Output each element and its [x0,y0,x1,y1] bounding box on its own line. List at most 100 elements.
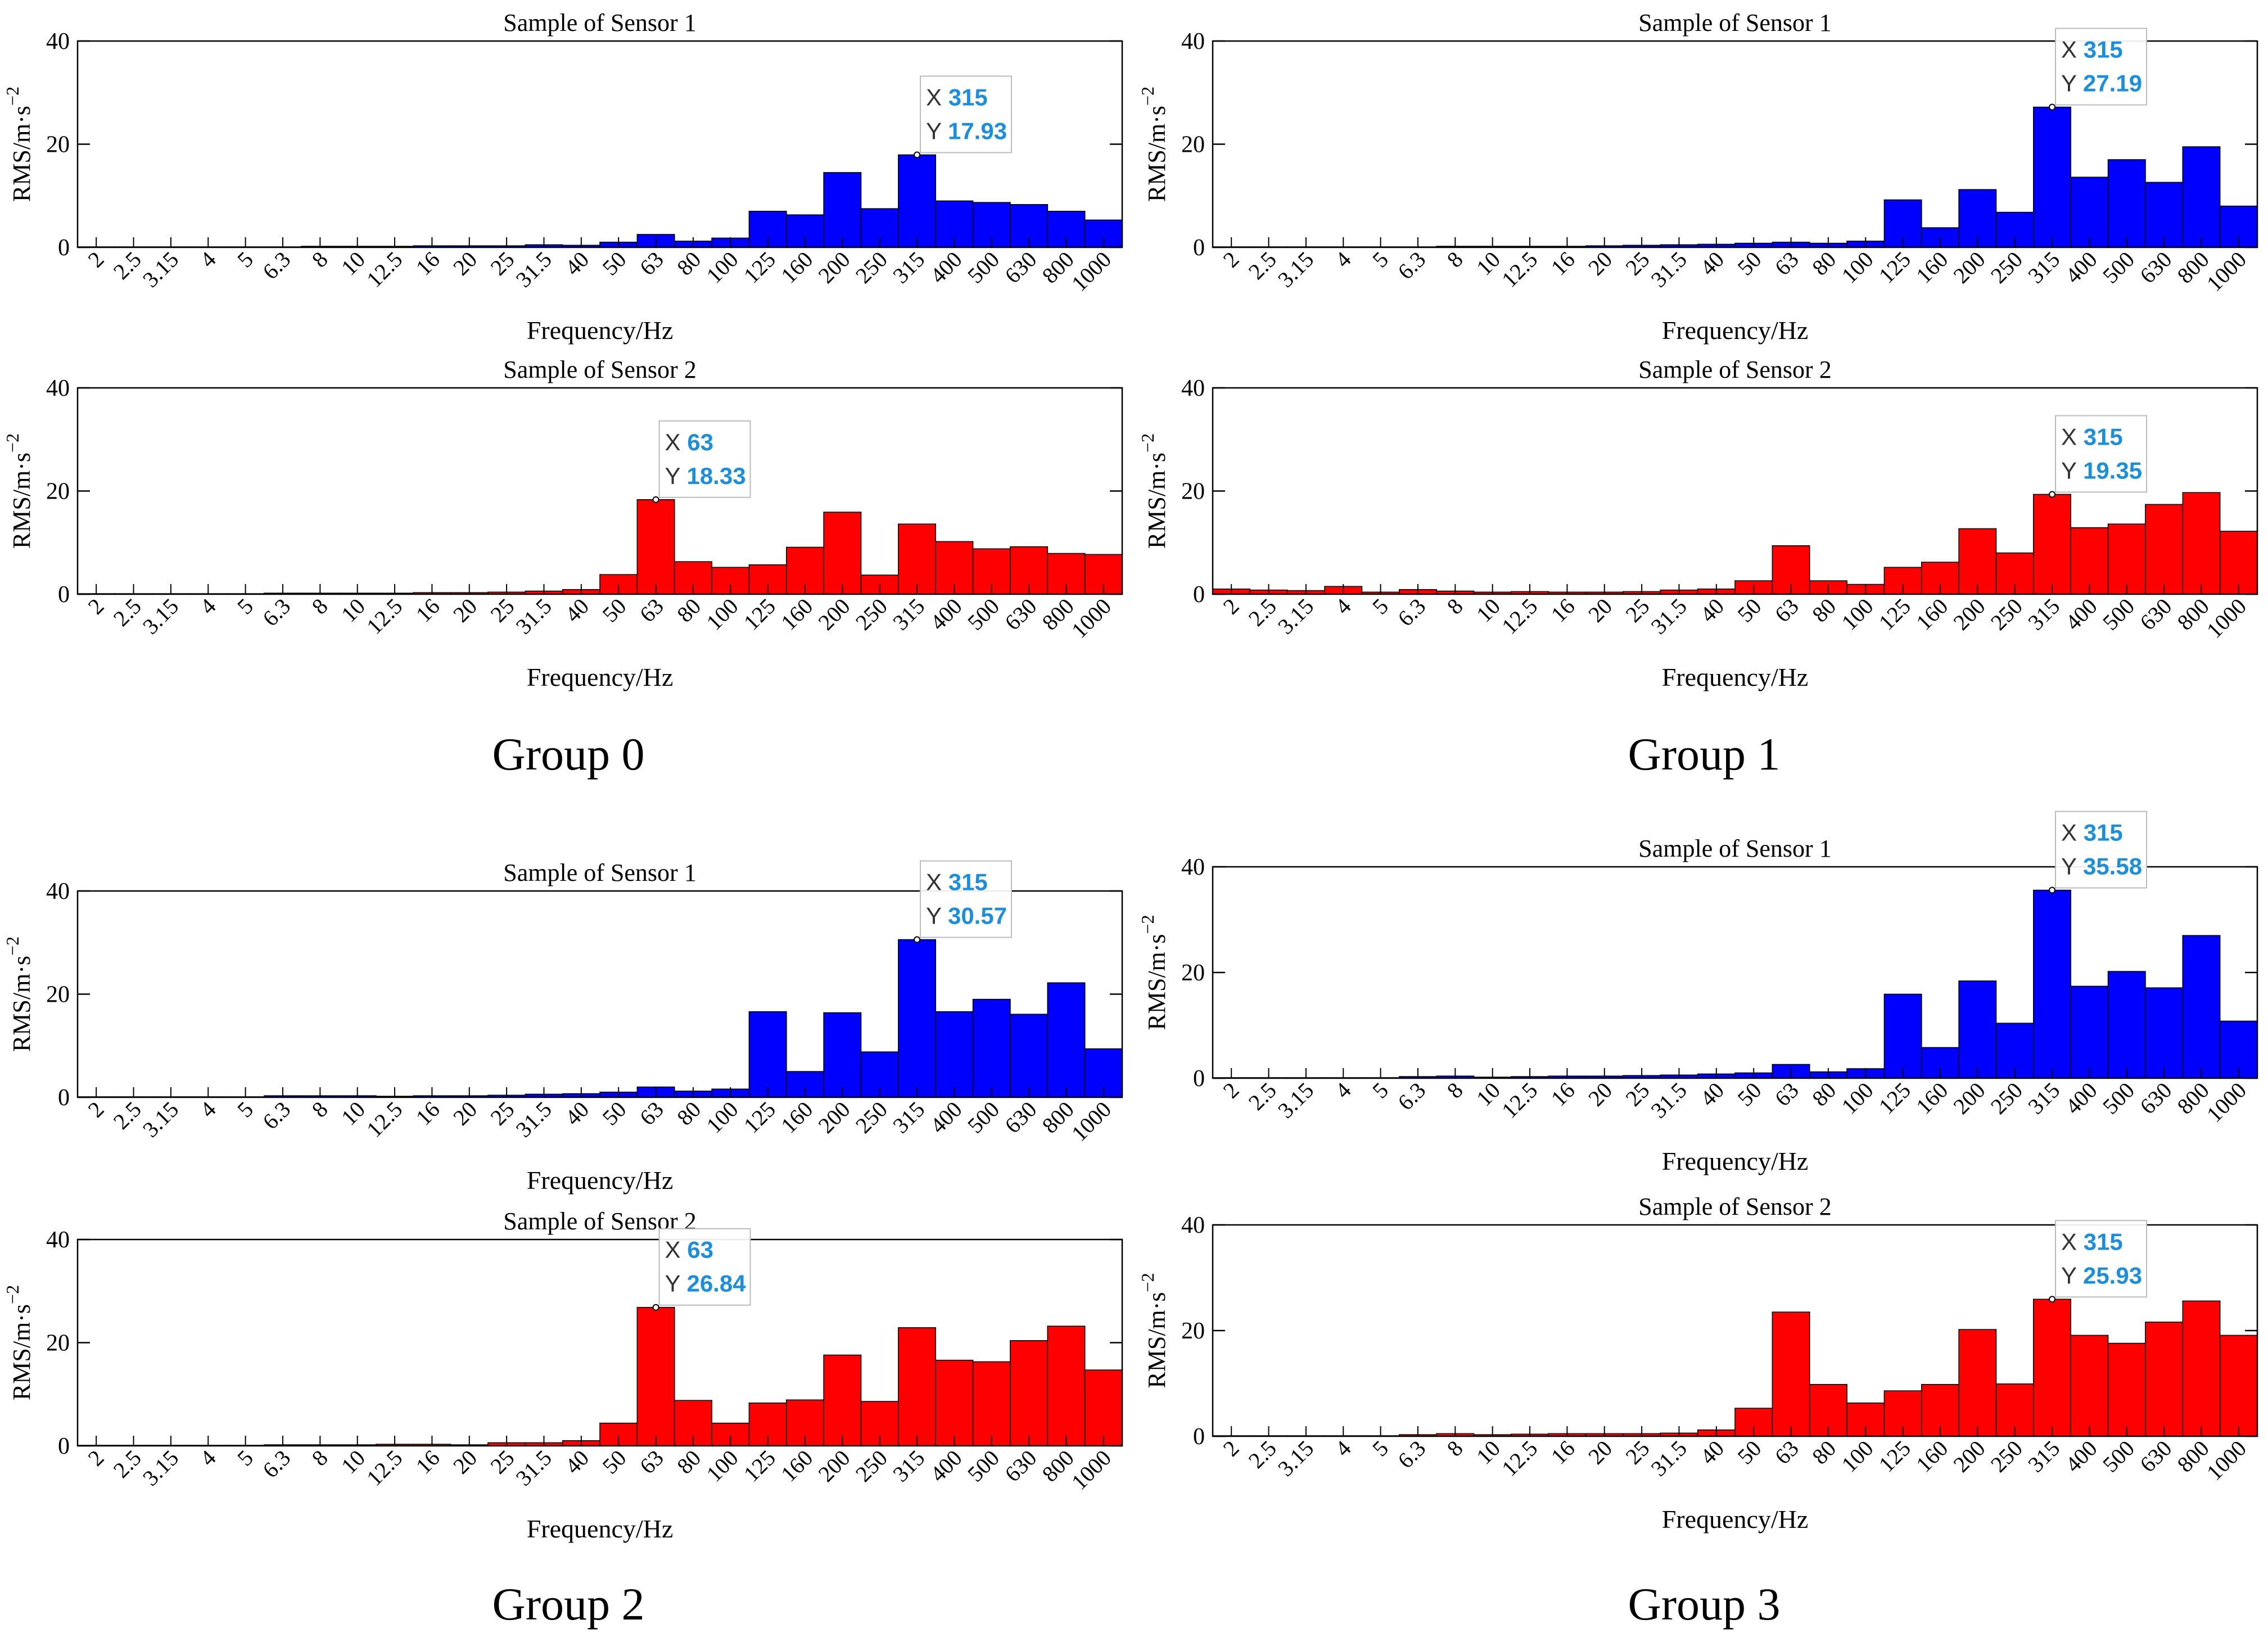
y-tick-label: 40 [46,376,70,401]
x-tick-label: 31.5 [1646,1436,1692,1481]
x-tick-label: 125 [1874,1436,1915,1477]
y-tick-label: 40 [1181,854,1205,880]
x-tick-label: 5 [1367,1078,1393,1103]
x-axis-label: Frequency/Hz [527,1514,674,1543]
x-tick-label: 3.15 [138,247,183,292]
x-tick-label: 250 [851,247,892,288]
x-tick-label: 40 [1695,594,1729,627]
y-tick-label: 20 [46,1331,70,1356]
x-tick-label: 2.5 [1244,247,1281,284]
x-tick-label: 3.15 [138,1097,183,1142]
x-tick-label: 50 [597,247,631,281]
x-tick-label: 16 [411,1445,445,1479]
bar-500 [2107,159,2146,248]
x-tick-label: 3.15 [1273,1436,1318,1481]
datatip-marker [652,1304,659,1311]
datatip-marker [2049,103,2056,111]
x-tick-label: 1000 [2202,1436,2251,1485]
y-axis-label: RMS/m·s−2 [2,937,35,1052]
x-tick-label: 1000 [1067,594,1116,643]
x-tick-label: 4 [1330,247,1356,273]
x-tick-label: 125 [739,594,780,635]
x-tick-label: 20 [1583,1436,1617,1469]
y-tick-label: 0 [1193,1066,1205,1092]
x-tick-label: 16 [411,594,445,627]
datatip: X 315 Y 35.58 [2049,811,2148,894]
x-tick-label: 2 [83,1097,109,1123]
bar-200 [1958,980,1997,1079]
bar-200 [823,1012,862,1098]
x-tick-label: 20 [448,1445,482,1479]
x-tick-label: 4 [195,594,221,619]
x-tick-label: 2.5 [1244,594,1281,631]
x-tick-label: 200 [1948,594,1990,635]
bar-400 [935,1359,974,1446]
x-tick-label: 80 [672,1097,706,1130]
x-axis-label: Frequency/Hz [1662,663,1809,691]
y-tick-label: 0 [1193,1424,1205,1450]
bar-500 [2107,971,2146,1079]
x-tick-label: 50 [1732,594,1766,627]
x-tick-label: 40 [560,1097,594,1130]
y-axis-label: RMS/m·s−2 [1137,433,1171,549]
bar-1000 [2219,1335,2258,1437]
x-tick-label: 400 [2061,594,2102,635]
x-tick-label: 3.15 [1273,247,1318,292]
datatip-x: X 315 [2061,37,2123,63]
x-tick-label: 100 [1836,1078,1878,1119]
datatip-y: Y 26.84 [665,1270,747,1297]
x-tick-label: 315 [888,1445,929,1487]
x-tick-label: 12.5 [362,247,407,292]
x-tick-label: 100 [701,1097,743,1138]
x-tick-label: 100 [1836,1436,1878,1477]
x-tick-label: 6.3 [257,594,295,631]
x-tick-label: 6.3 [1393,1078,1430,1115]
y-tick-label: 40 [1181,1213,1205,1238]
datatip-y: Y 35.58 [2061,853,2142,880]
x-tick-label: 250 [851,594,892,635]
x-tick-label: 630 [2135,1436,2176,1477]
x-tick-label: 100 [1836,247,1878,288]
x-tick-label: 250 [1986,247,2027,288]
x-tick-label: 8 [307,1097,333,1123]
x-axis-label: Frequency/Hz [1662,1505,1809,1534]
x-tick-label: 200 [813,1445,855,1487]
group-label-0: Group 0 [492,729,645,780]
x-tick-label: 31.5 [511,1445,557,1491]
x-tick-label: 500 [963,594,1004,635]
x-tick-label: 160 [776,247,817,288]
x-tick-label: 40 [560,247,594,281]
bar-500 [972,1361,1011,1446]
x-tick-label: 20 [448,594,482,627]
datatip-x: X 63 [665,1237,713,1263]
datatip: X 315 Y 25.93 [2049,1220,2148,1303]
x-tick-label: 500 [2098,1078,2139,1119]
x-tick-label: 1000 [1067,247,1116,296]
datatip-x: X 315 [926,84,988,110]
x-tick-label: 400 [925,1445,967,1487]
x-axis-label: Frequency/Hz [527,663,674,691]
x-tick-label: 5 [232,594,258,619]
x-tick-label: 2 [1218,1078,1244,1103]
x-tick-label: 31.5 [511,247,557,292]
datatip-box [2055,1220,2148,1298]
x-tick-label: 12.5 [1497,1436,1542,1481]
x-tick-label: 125 [739,1445,780,1487]
chart-title: Sample of Sensor 1 [1638,9,1831,37]
x-tick-label: 630 [1000,1445,1041,1487]
x-tick-label: 315 [888,1097,929,1138]
x-tick-label: 400 [2061,247,2102,288]
x-tick-label: 2 [1218,247,1244,273]
chart-title: Sample of Sensor 1 [503,9,696,37]
x-tick-label: 125 [739,1097,780,1138]
datatip-y: Y 17.93 [926,117,1007,144]
x-tick-label: 200 [1948,1078,1990,1119]
x-tick-label: 20 [1583,594,1617,627]
y-tick-label: 0 [58,235,70,261]
x-tick-label: 160 [776,594,817,635]
bar-500 [2107,1342,2146,1437]
bar-200 [823,1354,862,1446]
bar-800 [2182,935,2221,1079]
